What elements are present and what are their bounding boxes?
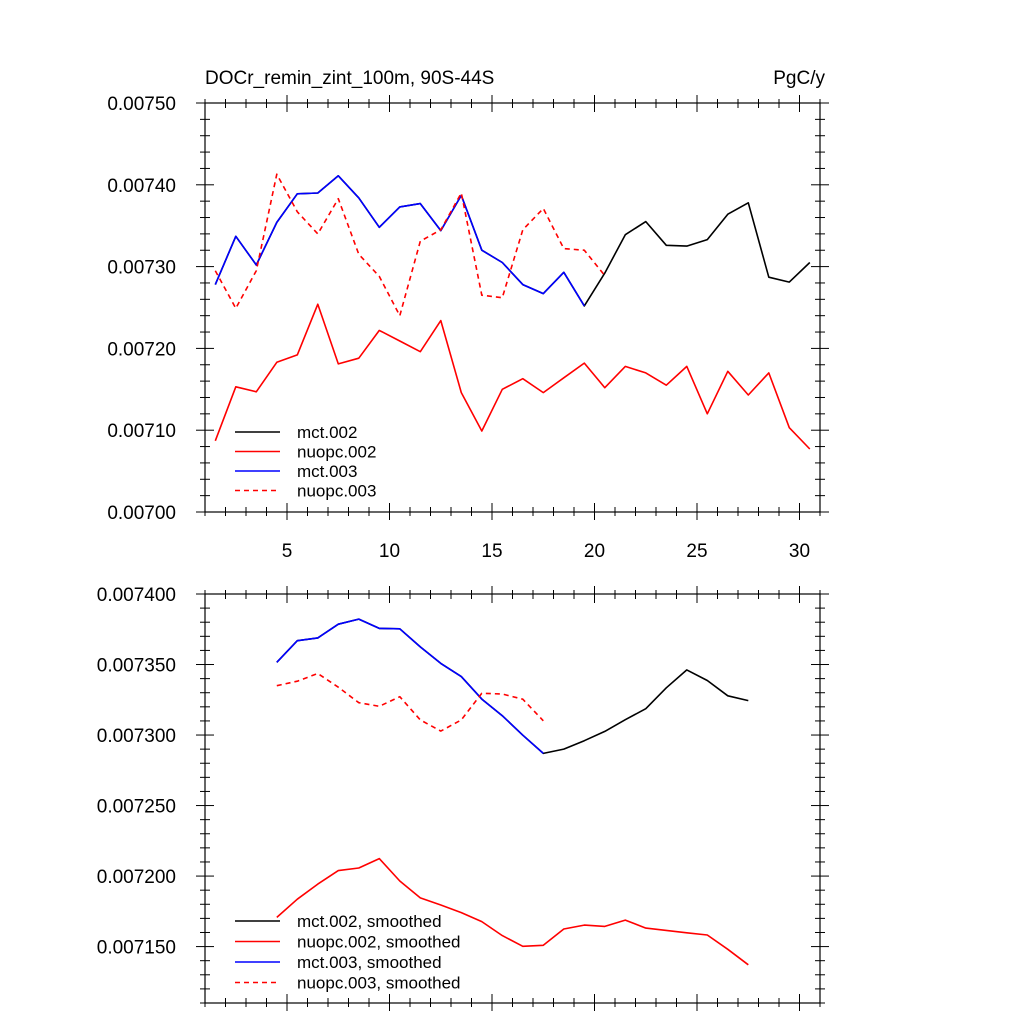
series-line [214,175,811,307]
x-tick-label: 25 [686,541,707,562]
legend-label: mct.003, smoothed [297,953,442,972]
y-tick-label: 0.007200 [97,867,176,888]
x-tick-label: 5 [282,541,293,562]
units-label: PgC/y [773,68,825,89]
y-tick-label: 0.007150 [97,938,176,959]
chart-panel-raw: 5 10 15 20 25 30 0.00700 0.00710 0.00720 0.00730 0… [107,94,829,562]
y-tick-label: 0.007250 [97,797,176,818]
legend-label: mct.003 [297,462,357,481]
series-line [214,175,585,307]
series-line [214,173,606,317]
y-tick-label: 0.00720 [107,339,176,360]
series-line [276,672,544,732]
y-tick-label: 0.00730 [107,258,176,279]
y-tick-label: 0.00710 [107,421,176,442]
x-tick-label: 30 [789,541,810,562]
series-line [276,618,544,754]
y-tick-label: 0.00740 [107,176,176,197]
legend-label: mct.002, smoothed [297,912,442,931]
y-tick-label: 0.007350 [97,656,176,677]
x-tick-label: 20 [584,541,605,562]
series-line [276,618,749,755]
legend: mct.002, smoothed nuopc.002, smoothedmct.… [235,912,461,993]
chart-panel-smoothed: 0.007150 0.007200 0.007250 0.007300 0.007350… [97,585,829,1011]
y-tick-label: 0.00750 [107,94,176,115]
legend-label: mct.002 [297,423,357,442]
legend-label: nuopc.003 [297,482,376,501]
series-line [276,857,749,966]
y-tick-label: 0.00700 [107,503,176,524]
legend-label: nuopc.002 [297,443,376,462]
legend-label: nuopc.003, smoothed [297,974,461,993]
series-line [214,303,811,450]
chart-title: DOCr_remin_zint_100m, 90S-44S [205,68,494,89]
legend-label: nuopc.002, smoothed [297,933,461,952]
x-tick-label: 15 [481,541,502,562]
y-tick-label: 0.007400 [97,585,176,606]
x-tick-label: 10 [379,541,400,562]
y-tick-label: 0.007300 [97,726,176,747]
